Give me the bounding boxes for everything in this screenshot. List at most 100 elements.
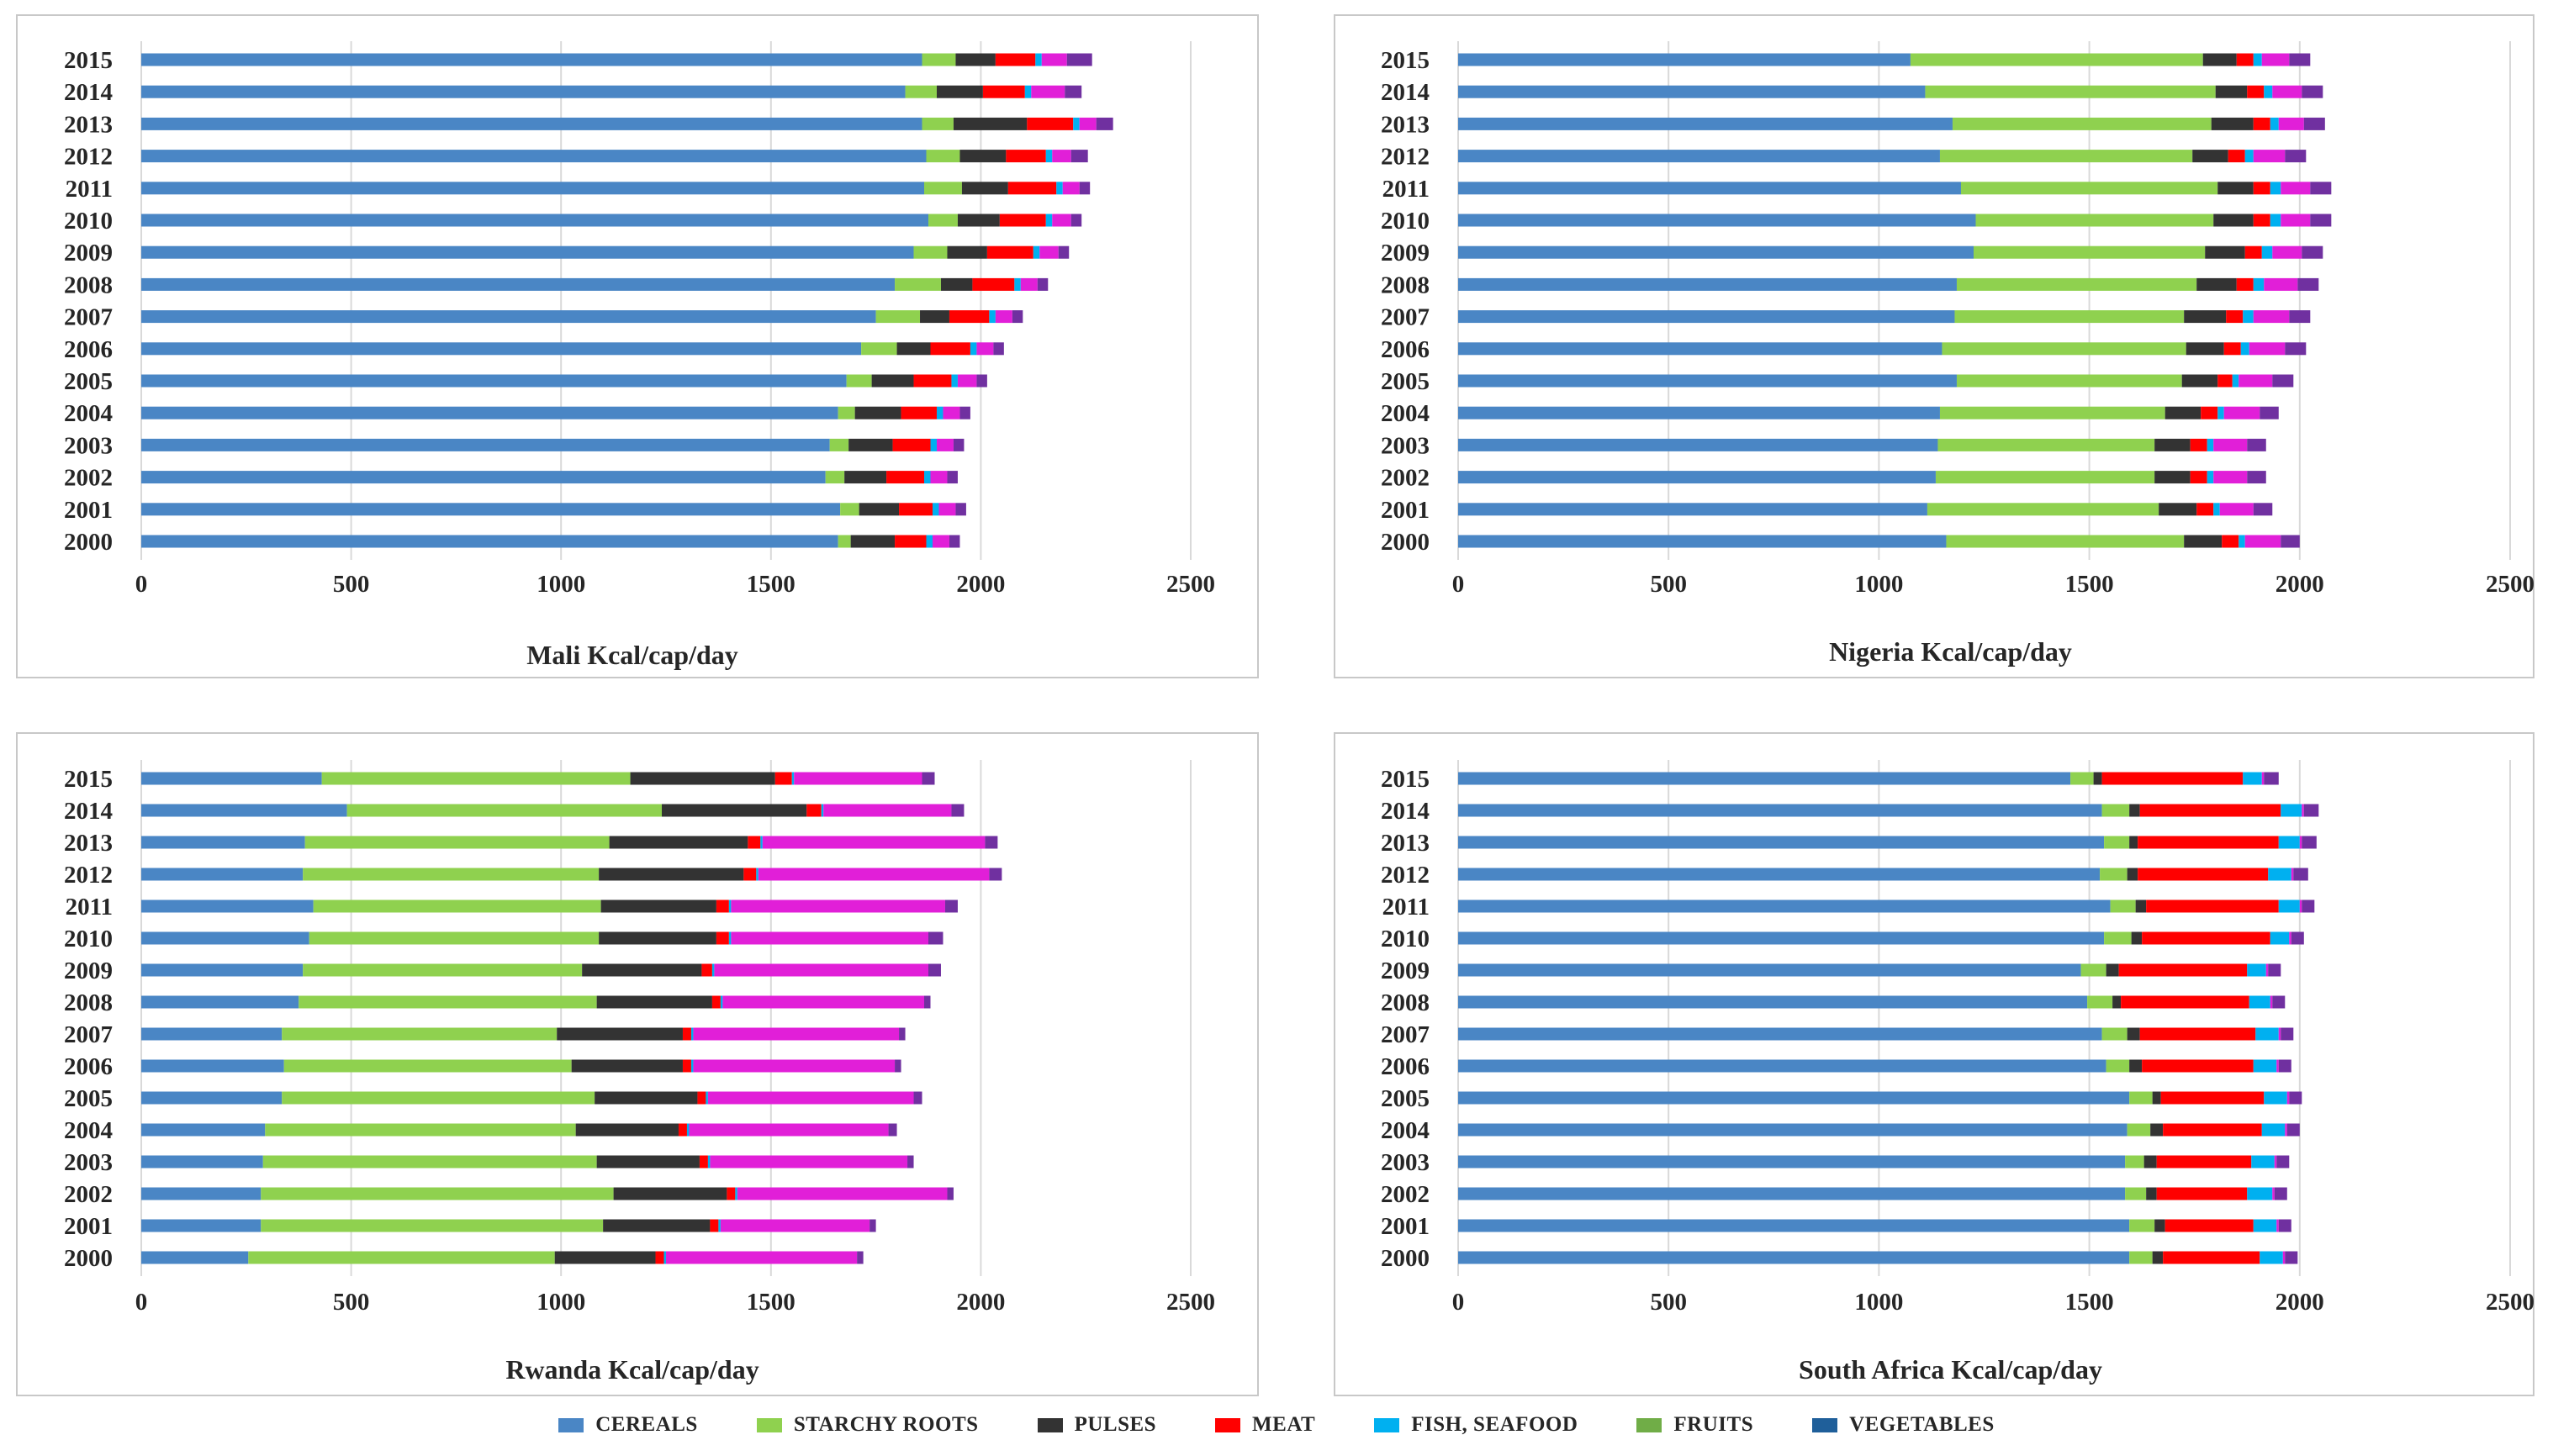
bar-cereals-2001: [1458, 503, 1927, 516]
bar-meat-2001: [2196, 503, 2214, 516]
year-label: 2011: [66, 894, 113, 921]
bar-cereals-2013: [1458, 836, 2105, 849]
bar-starchy-roots-2001: [2129, 1219, 2155, 1232]
bar-meat-2011: [2146, 899, 2279, 913]
bar-meat-2012: [2138, 868, 2269, 881]
bar-fish-seafood-2006: [2253, 1059, 2277, 1073]
bar-fruits-2001: [938, 503, 956, 516]
bar-cereals-2007: [1458, 310, 1955, 324]
bar-vegetables-2013: [985, 836, 998, 849]
legend-label-pulses: PULSES: [1074, 1413, 1157, 1436]
year-label: 2007: [1381, 304, 1430, 331]
bar-cereals-2008: [141, 995, 299, 1009]
bar-pulses-2013: [609, 836, 748, 849]
panel-title: Mali Kcal/cap/day: [526, 640, 738, 670]
x-tick-label: 0: [1452, 1289, 1465, 1316]
bar-fish-seafood-2004: [2217, 406, 2224, 419]
bar-pulses-2004: [2150, 1123, 2164, 1137]
year-label: 2008: [64, 989, 113, 1016]
bar-pulses-2001: [2159, 503, 2197, 516]
bar-meat-2006: [682, 1059, 691, 1073]
legend-item-fish-seafood: FISH, SEAFOOD: [1374, 1413, 1578, 1437]
x-tick-label: 2000: [956, 1289, 1005, 1316]
bar-starchy-roots-2002: [2125, 1187, 2147, 1200]
bar-fish-seafood-2012: [756, 868, 758, 881]
bar-fish-seafood-2014: [1024, 85, 1032, 98]
x-tick-label: 2500: [2486, 1289, 2534, 1316]
legend-label-cereals: CEREALS: [595, 1413, 698, 1436]
bar-starchy-roots-2001: [840, 503, 859, 516]
bar-fish-seafood-2008: [2249, 995, 2270, 1009]
bar-fish-seafood-2014: [2264, 85, 2273, 98]
bar-meat-2002: [886, 471, 925, 484]
bar-fruits-2009: [2265, 963, 2269, 977]
bar-fruits-2000: [932, 535, 949, 548]
bar-vegetables-2008: [924, 995, 931, 1009]
bar-cereals-2005: [1458, 374, 1957, 388]
bar-cereals-2002: [1458, 1187, 2126, 1200]
bar-pulses-2009: [582, 963, 702, 977]
bar-cereals-2002: [141, 1187, 262, 1200]
bar-cereals-2013: [141, 836, 305, 849]
bar-cereals-2007: [1458, 1027, 2102, 1041]
bar-fish-seafood-2004: [2261, 1123, 2286, 1137]
bar-fruits-2005: [707, 1091, 914, 1105]
bar-fruits-2011: [1062, 182, 1080, 195]
bar-pulses-2005: [871, 374, 914, 388]
bar-cereals-2014: [1458, 804, 2102, 817]
legend-item-fruits: FRUITS: [1636, 1413, 1753, 1437]
bar-vegetables-2000: [2281, 535, 2300, 548]
bar-starchy-roots-2011: [313, 899, 601, 913]
x-tick-label: 1500: [747, 571, 796, 598]
bar-meat-2010: [999, 214, 1046, 227]
bar-starchy-roots-2001: [261, 1219, 604, 1232]
bar-vegetables-2005: [2289, 1091, 2302, 1105]
bar-cereals-2012: [141, 150, 927, 163]
bar-fish-seafood-2011: [1056, 182, 1063, 195]
bar-fish-seafood-2005: [951, 374, 958, 388]
bar-fish-seafood-2000: [2260, 1251, 2283, 1264]
bar-starchy-roots-2001: [1927, 503, 2159, 516]
bar-starchy-roots-2015: [2070, 772, 2094, 785]
bar-pulses-2004: [2164, 406, 2202, 419]
bar-starchy-roots-2010: [2104, 931, 2132, 945]
bar-vegetables-2003: [2276, 1155, 2290, 1168]
bar-starchy-roots-2012: [2100, 868, 2128, 881]
bar-pulses-2009: [947, 245, 987, 259]
bar-vegetables-2007: [1012, 310, 1023, 324]
bar-vegetables-2009: [2302, 245, 2323, 259]
bar-pulses-2003: [2143, 1155, 2157, 1168]
x-tick-label: 2500: [1166, 1289, 1215, 1316]
bar-vegetables-2009: [928, 963, 941, 977]
bar-starchy-roots-2000: [1946, 535, 2185, 548]
year-label: 2000: [64, 529, 113, 556]
x-tick-label: 0: [135, 571, 148, 598]
year-label: 2002: [1381, 1181, 1430, 1208]
bar-vegetables-2008: [1037, 277, 1049, 291]
bar-meat-2008: [2236, 277, 2254, 291]
bar-vegetables-2006: [895, 1059, 901, 1073]
bar-pulses-2014: [2215, 85, 2248, 98]
year-label: 2004: [64, 400, 113, 427]
bar-cereals-2009: [141, 963, 304, 977]
year-label: 2005: [1381, 368, 1430, 395]
bar-fruits-2010: [2281, 214, 2311, 227]
legend-item-pulses: PULSES: [1037, 1413, 1157, 1437]
year-label: 2000: [64, 1245, 113, 1272]
x-tick-label: 0: [1452, 571, 1465, 598]
legend-item-cereals: CEREALS: [558, 1413, 698, 1437]
bar-fish-seafood-2007: [2243, 310, 2254, 324]
year-label: 2004: [1381, 1117, 1430, 1144]
year-label: 2007: [1381, 1021, 1430, 1048]
bar-cereals-2000: [141, 535, 838, 548]
bar-vegetables-2010: [2291, 931, 2304, 945]
bar-fish-seafood-2001: [718, 1219, 721, 1232]
bar-fish-seafood-2001: [932, 503, 939, 516]
bar-fruits-2014: [2272, 85, 2302, 98]
bar-fish-seafood-2015: [1035, 53, 1042, 66]
bar-fruits-2006: [693, 1059, 896, 1073]
bar-starchy-roots-2010: [1975, 214, 2214, 227]
year-label: 2015: [1381, 47, 1430, 74]
bar-cereals-2013: [1458, 117, 1953, 130]
bar-meat-2008: [711, 995, 721, 1009]
